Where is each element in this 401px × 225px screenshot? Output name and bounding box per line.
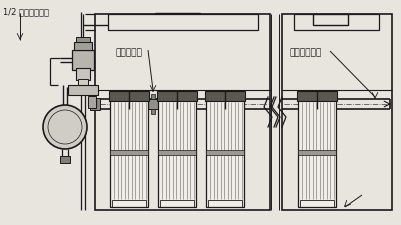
Bar	[76, 38, 90, 43]
Bar	[109, 92, 149, 101]
Bar	[294, 15, 379, 31]
Bar	[148, 99, 158, 110]
Bar	[298, 150, 336, 155]
Bar	[110, 92, 148, 207]
Bar	[72, 51, 94, 71]
Bar	[208, 200, 242, 207]
Bar	[313, 15, 348, 26]
Bar	[151, 110, 155, 115]
Bar	[95, 15, 270, 210]
Bar	[78, 80, 88, 88]
Bar	[90, 99, 100, 110]
Text: 免工具联结: 免工具联结	[115, 48, 142, 57]
Bar	[298, 92, 336, 207]
Bar	[110, 150, 148, 155]
Bar	[282, 15, 392, 210]
Bar	[88, 97, 96, 108]
Bar	[157, 92, 197, 101]
Bar	[206, 92, 244, 207]
Bar	[158, 150, 196, 155]
Circle shape	[43, 106, 87, 149]
Bar	[206, 150, 244, 155]
Bar	[160, 200, 194, 207]
Bar	[297, 92, 337, 101]
Bar	[155, 14, 200, 26]
Bar	[300, 200, 334, 207]
Bar	[88, 99, 96, 106]
Bar	[151, 94, 155, 99]
Text: 1/2 双膜片脉冲阀: 1/2 双膜片脉冲阀	[3, 7, 49, 16]
Bar	[68, 86, 98, 96]
Bar	[108, 15, 258, 31]
Bar	[112, 200, 146, 207]
Bar	[74, 43, 92, 51]
Bar	[205, 92, 245, 101]
Bar	[76, 69, 90, 81]
Bar	[60, 156, 70, 163]
Text: 套筒固定吹管: 套筒固定吹管	[290, 48, 322, 57]
Bar	[158, 92, 196, 207]
